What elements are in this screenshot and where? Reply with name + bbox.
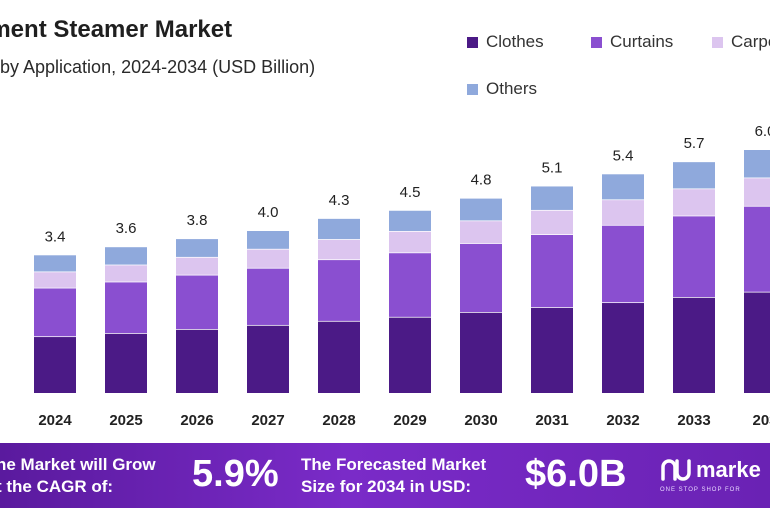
bar-others-2032: [602, 174, 644, 200]
bar-carpe-2028: [318, 239, 360, 260]
x-tick-2024: 2024: [38, 412, 72, 429]
x-tick-2025: 2025: [109, 412, 142, 429]
bar-curtains-2025: [105, 281, 147, 334]
bar-others-203: [744, 150, 770, 178]
bar-clothes-2030: [460, 312, 502, 393]
legend-item-clothes: Clothes: [467, 32, 544, 52]
banner-divider: [0, 436, 770, 443]
forecast-value: $6.0B: [525, 453, 627, 495]
segment-separator: [176, 328, 218, 330]
bar-clothes-2033: [673, 297, 715, 393]
logo-wordmark: marke: [696, 457, 761, 482]
bar-clothes-2028: [318, 320, 360, 393]
legend-swatch-clothes: [467, 36, 478, 48]
legend-swatch-curtains: [591, 36, 602, 48]
bar-curtains-2033: [673, 215, 715, 298]
chart-title: rment Steamer Market: [0, 16, 233, 43]
legend-label-others: Others: [486, 79, 538, 98]
total-label-2026: 3.8: [187, 212, 208, 229]
bar-curtains-2030: [460, 243, 502, 312]
bar-clothes-2031: [531, 307, 573, 393]
total-label-2029: 4.5: [400, 184, 421, 201]
total-label-2032: 5.4: [613, 147, 634, 164]
bar-carpe-2027: [247, 248, 289, 268]
bar-carpe-2024: [34, 271, 76, 288]
bar-clothes-2027: [247, 324, 289, 393]
bar-curtains-2032: [602, 224, 644, 303]
total-label-2024: 3.4: [45, 228, 66, 245]
bar-others-2031: [531, 186, 573, 210]
legend-label-clothes: Clothes: [486, 32, 544, 51]
x-tick-2029: 2029: [393, 412, 426, 429]
x-tick-2030: 2030: [464, 412, 497, 429]
brand-logo: marke: [660, 457, 761, 483]
bar-clothes-2026: [176, 329, 218, 393]
bar-curtains-2028: [318, 259, 360, 321]
bar-carpe-2031: [531, 209, 573, 235]
stacked-bar-chart: 3.4 2024 3.6 2025 3.8 2026 4.0 2027 4.3 2028 4.5 20…: [34, 123, 770, 429]
x-tick-203: 203: [752, 412, 770, 429]
legend-item-carpets: Carpe: [712, 32, 770, 52]
bar-others-2024: [34, 255, 76, 272]
bar-curtains-2026: [176, 274, 218, 330]
bar-carpe-2025: [105, 264, 147, 282]
bar-clothes-2029: [389, 316, 431, 393]
forecast-text-line1: The Forecasted Market: [301, 455, 487, 474]
legend-label-carpets: Carpe: [731, 32, 770, 51]
bar-others-2026: [176, 239, 218, 257]
legend-item-others: Others: [467, 79, 537, 99]
x-tick-2027: 2027: [251, 412, 284, 429]
forecast-text-line2: Size for 2034 in USD:: [301, 477, 472, 496]
bar-others-2030: [460, 198, 502, 221]
bar-curtains-2029: [389, 252, 431, 317]
bar-curtains-2031: [531, 234, 573, 308]
logo-tagline: ONE STOP SHOP FOR: [660, 487, 741, 493]
bar-carpe-2026: [176, 256, 218, 275]
bar-others-2033: [673, 162, 715, 189]
bar-curtains-203: [744, 205, 770, 292]
legend-swatch-carpets: [712, 36, 723, 48]
x-tick-2028: 2028: [322, 412, 355, 429]
x-tick-2026: 2026: [180, 412, 213, 429]
total-label-2028: 4.3: [329, 192, 350, 209]
cagr-text-line2: t the CAGR of:: [0, 477, 114, 496]
summary-banner: [0, 443, 770, 508]
bar-curtains-2027: [247, 267, 289, 325]
chart-subtitle: by Application, 2024-2034 (USD Billion): [0, 57, 316, 77]
total-label-203: 6.0: [755, 123, 770, 140]
total-label-2025: 3.6: [116, 220, 137, 237]
bar-carpe-2029: [389, 231, 431, 253]
bar-carpe-2030: [460, 220, 502, 244]
bar-curtains-2024: [34, 287, 76, 337]
cagr-text-line1: he Market will Grow: [0, 455, 156, 474]
total-label-2031: 5.1: [542, 159, 563, 176]
bar-clothes-2025: [105, 333, 147, 393]
total-label-2030: 4.8: [471, 172, 492, 189]
legend-item-curtains: Curtains: [591, 32, 673, 52]
bar-others-2027: [247, 231, 289, 249]
logo-mark-icon: [661, 459, 691, 481]
bar-others-2029: [389, 210, 431, 231]
x-tick-2032: 2032: [606, 412, 639, 429]
cagr-value: 5.9%: [192, 453, 279, 495]
bar-carpe-203: [744, 177, 770, 206]
x-tick-2033: 2033: [677, 412, 710, 429]
total-label-2033: 5.7: [684, 135, 705, 152]
total-label-2027: 4.0: [258, 204, 279, 221]
bar-clothes-2024: [34, 336, 76, 393]
bar-carpe-2033: [673, 188, 715, 216]
bar-clothes-2032: [602, 302, 644, 393]
legend-label-curtains: Curtains: [610, 32, 674, 51]
segment-separator: [673, 187, 715, 190]
bar-clothes-203: [744, 291, 770, 393]
legend-swatch-others: [467, 83, 478, 95]
bar-others-2025: [105, 247, 147, 265]
bar-carpe-2032: [602, 199, 644, 225]
x-tick-2031: 2031: [535, 412, 568, 429]
bar-others-2028: [318, 218, 360, 240]
